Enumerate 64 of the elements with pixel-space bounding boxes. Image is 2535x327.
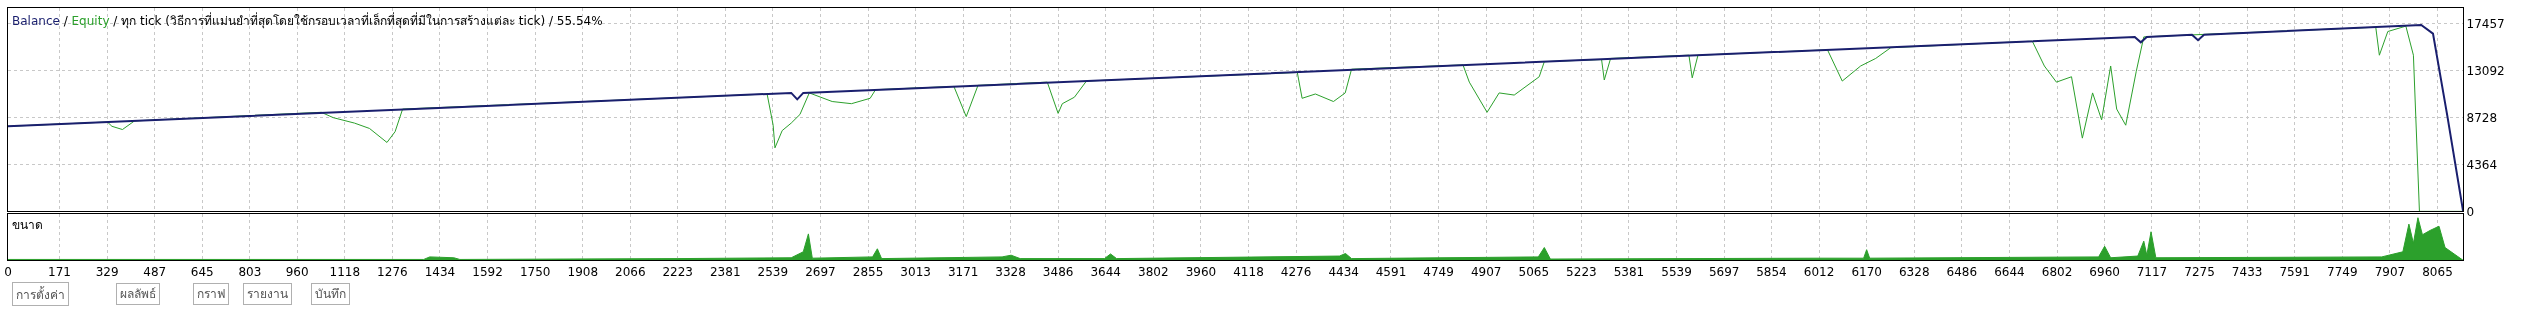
text: ผลลัพธ์ [120,287,156,301]
x-tick-label: 2855 [852,264,884,279]
x-tick-label: 960 [285,264,309,279]
x-tick-label: 1592 [472,264,503,279]
text: กราฟ [197,287,225,301]
x-tick-label: 7907 [2374,264,2406,279]
x-tick-label: 7433 [2231,264,2263,279]
x-tick-label: 2697 [805,264,836,279]
x-tick-label: 4118 [1233,264,1264,279]
x-tick-label: 2223 [662,264,693,279]
x-tick-label: 6486 [1946,264,1978,279]
x-tick-label: 329 [95,264,119,279]
x-tick-label: 4907 [1470,264,1502,279]
x-tick-label: 6960 [2089,264,2120,279]
x-tick-label: 3171 [947,264,979,279]
x-tick-label: 3486 [1042,264,1074,279]
x-tick-label: 3644 [1090,264,1121,279]
text: Balance / Equity / ทุก tick (วิธีการที่แม่นยำที่สุดโดยใช้กรอบเวลาที่เล็กที่สุดที่มีในการสร้างแต่ละ tick) / 55.54% [12,12,603,29]
y-tick-label: 0 [2466,204,2475,219]
x-tick-label: 0 [4,264,12,279]
text: รายงาน [247,287,288,301]
x-tick-label: 5854 [1756,264,1787,279]
x-tick-label: 3328 [995,264,1026,279]
y-tick-label: 17457 [2466,16,2505,31]
x-tick-label: 2381 [709,264,741,279]
x-tick-label: 645 [190,264,214,279]
x-tick-label: 1434 [424,264,456,279]
x-tick-label: 6328 [1898,264,1930,279]
text: บันทึก [315,287,346,301]
x-tick-label: 6170 [1851,264,1882,279]
x-tick-label: 803 [238,264,262,279]
x-tick-label: 487 [143,264,167,279]
x-tick-label: 1276 [377,264,408,279]
x-tick-label: 5065 [1518,264,1550,279]
x-tick-label: 7749 [2327,264,2358,279]
x-tick-label: 4434 [1328,264,1359,279]
x-tick-label: 8065 [2422,264,2453,279]
x-tick-label: 3802 [1138,264,1169,279]
chart-title: ขนาด [12,218,43,232]
y-tick-label: 4364 [2466,157,2498,172]
x-tick-label: 6802 [2041,264,2073,279]
y-tick-label: 13092 [2466,63,2505,78]
x-tick-label: 7275 [2184,264,2215,279]
x-tick-label: 1118 [329,264,361,279]
x-tick-label: 6644 [1994,264,2025,279]
x-tick-label: 4276 [1280,264,1312,279]
x-tick-label: 2539 [757,264,789,279]
x-tick-label: 5539 [1661,264,1692,279]
x-tick-label: 5697 [1708,264,1740,279]
y-tick-label: 8728 [2466,110,2498,125]
x-tick-label: 5223 [1566,264,1597,279]
x-tick-label: 7591 [2279,264,2310,279]
x-tick-label: 5381 [1613,264,1645,279]
x-tick-label: 1750 [519,264,551,279]
x-tick-label: 4749 [1423,264,1454,279]
x-tick-label: 1908 [567,264,599,279]
x-tick-label: 6012 [1803,264,1835,279]
x-tick-label: 7117 [2136,264,2168,279]
x-tick-label: 4591 [1375,264,1407,279]
x-tick-label: 3013 [900,264,931,279]
x-tick-label: 2066 [615,264,646,279]
x-tick-label: 171 [48,264,71,279]
text: การตั้งค่า [16,286,65,302]
x-tick-label: 3960 [1185,264,1217,279]
